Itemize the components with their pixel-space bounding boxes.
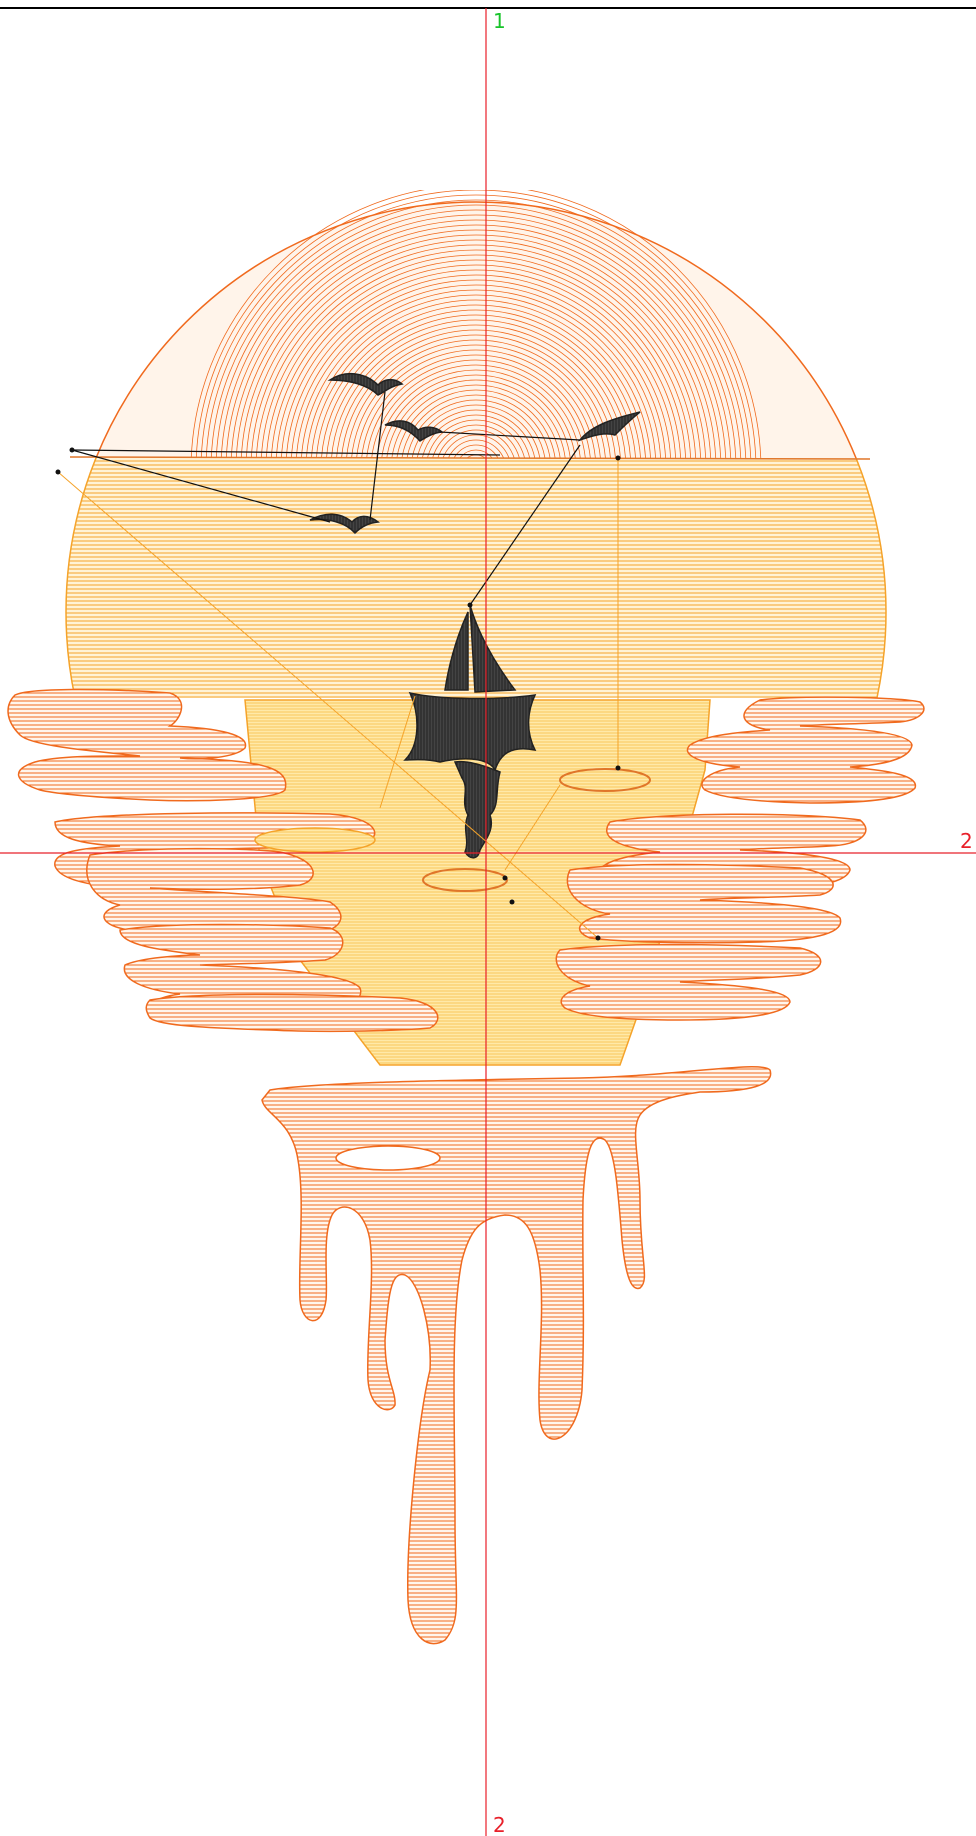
sun-arc xyxy=(326,319,626,458)
drip-body xyxy=(261,1066,772,1645)
wave-right-3 xyxy=(566,863,842,944)
jump-line-4 xyxy=(439,431,581,441)
sun-arc xyxy=(321,314,631,458)
sun-arc xyxy=(416,409,536,458)
sun-arc xyxy=(200,194,752,458)
sun-arc xyxy=(401,394,551,458)
jump-line-1 xyxy=(71,449,331,523)
sun-arc xyxy=(255,249,697,458)
wave-right-1 xyxy=(686,696,925,804)
sun-arc xyxy=(406,399,546,458)
jump-line-2 xyxy=(71,449,501,456)
wave-right-4 xyxy=(555,943,822,1021)
sun-arc xyxy=(225,219,727,458)
sun-arc xyxy=(437,429,515,458)
bird-4 xyxy=(309,513,380,535)
sun-arc xyxy=(281,274,671,458)
sun-arc xyxy=(427,419,525,458)
sun-arc xyxy=(316,309,636,458)
sun-arc xyxy=(346,339,606,458)
sailboat xyxy=(403,604,537,859)
birds xyxy=(309,373,641,535)
sun-arc xyxy=(356,349,596,458)
sun-arc xyxy=(396,389,556,458)
sun-arc xyxy=(210,204,742,458)
sun-arc xyxy=(205,199,747,458)
horizon-line xyxy=(69,456,871,460)
sun-arc xyxy=(215,209,737,458)
sun-arc xyxy=(432,424,520,458)
sun-arc xyxy=(271,264,681,458)
ripple-ring-2 xyxy=(559,768,651,792)
sun-arc xyxy=(366,359,586,458)
sun-arc xyxy=(250,244,702,458)
sun-arc xyxy=(391,384,561,458)
wave-left-3 xyxy=(86,847,342,935)
sail-small xyxy=(444,611,469,691)
water-reflection xyxy=(7,688,925,1645)
sun-arc xyxy=(386,379,566,458)
drip-hole xyxy=(335,1145,441,1171)
sun-arc xyxy=(230,224,722,458)
bird-3 xyxy=(577,411,641,442)
sun-arc xyxy=(442,434,510,458)
sun-band xyxy=(65,458,887,698)
jump-points xyxy=(55,447,621,941)
sun-arc xyxy=(448,439,504,458)
sun-arc xyxy=(260,254,692,458)
thread-guide-lines xyxy=(57,458,619,939)
ripple-ring-3 xyxy=(254,827,376,853)
sun-arc xyxy=(296,289,656,458)
sun-arc xyxy=(361,354,591,458)
sun-arc xyxy=(371,364,581,458)
sun-arc xyxy=(376,369,576,458)
sun-arc xyxy=(341,334,611,458)
sun-arc xyxy=(265,259,687,458)
sun-arc xyxy=(301,294,651,458)
sun-concentric-arcs xyxy=(190,190,762,458)
sun-arc xyxy=(421,414,531,458)
sun-arc xyxy=(235,229,717,458)
sun-arc xyxy=(245,239,707,458)
sun-arc xyxy=(453,444,499,458)
sun-arc xyxy=(411,404,541,458)
wave-left-5 xyxy=(145,993,439,1033)
sun-arc xyxy=(291,284,661,458)
sun-arc xyxy=(459,449,493,458)
guide-horizontal-right-label: 2 xyxy=(960,829,973,853)
boat-reflection xyxy=(453,760,501,859)
hull xyxy=(403,691,537,772)
sun-arc xyxy=(286,279,666,458)
jump-line-5 xyxy=(469,444,581,606)
sun-arc xyxy=(336,329,616,458)
sun-arc xyxy=(381,374,571,458)
sun-arc xyxy=(240,234,712,458)
sun-arc xyxy=(311,304,641,458)
bird-1 xyxy=(327,373,404,396)
guide-vertical-bottom-label: 2 xyxy=(493,1813,506,1836)
jump-line-3 xyxy=(369,391,386,521)
sun-arc xyxy=(331,324,621,458)
sun-arc xyxy=(276,269,676,458)
guide-diagonal xyxy=(57,471,599,939)
guide-left-b xyxy=(504,784,561,871)
guide-left-a xyxy=(379,695,416,809)
guide-vertical-top-label: 1 xyxy=(493,9,506,33)
ripple-ring-1 xyxy=(422,868,508,892)
jump-stitches xyxy=(71,391,581,606)
sail xyxy=(469,604,517,693)
sun-arc xyxy=(220,214,732,458)
sun-arc xyxy=(306,299,646,458)
wave-left-1 xyxy=(7,688,287,802)
sun-arc xyxy=(351,344,601,458)
